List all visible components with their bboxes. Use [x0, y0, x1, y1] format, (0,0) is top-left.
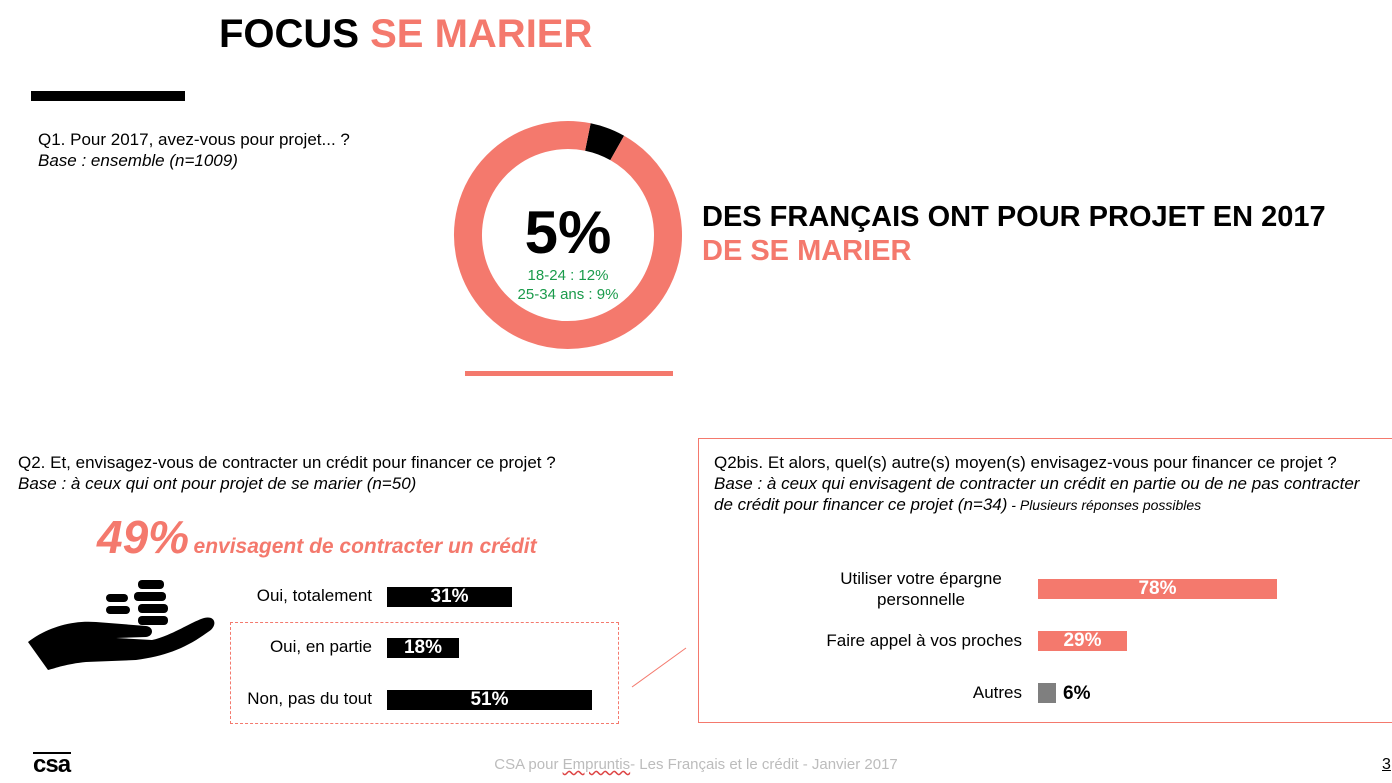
- q2-bar: 31%: [387, 587, 512, 607]
- q2bis-bar-label-line: personnelle: [877, 590, 965, 609]
- q2-question: Q2. Et, envisagez-vous de contracter un …: [18, 453, 556, 472]
- footer-prefix: CSA pour: [494, 756, 563, 773]
- q2bis-bar: [1038, 683, 1056, 703]
- q2-stat: 49% envisagent de contracter un crédit: [97, 510, 537, 564]
- hand-coins-icon: [28, 580, 215, 670]
- headline: DES FRANÇAIS ONT POUR PROJET EN 2017 DE …: [702, 200, 1326, 268]
- donut-value: 5%: [524, 199, 612, 266]
- q2bis-bar-label: Autres: [760, 682, 1022, 703]
- q2bis-bar-value: 29%: [1063, 630, 1102, 651]
- q2bis-base2: de crédit pour financer ce projet (n=34): [714, 495, 1008, 514]
- q2bis-bar-label-line: Utiliser votre épargne: [840, 569, 1002, 588]
- partial-answers-box: [230, 622, 619, 724]
- footer-text: CSA pour Empruntis- Les Français et le c…: [0, 756, 1392, 773]
- q2bis-bar: [1038, 631, 1127, 651]
- q2bis-bar-label: Utiliser votre épargne personnelle: [820, 568, 1022, 610]
- q2bis-note: - Plusieurs réponses possibles: [1007, 497, 1202, 513]
- q2bis-bar-label: Faire appel à vos proches: [760, 630, 1022, 651]
- csa-logo-text: csa: [33, 751, 71, 778]
- q2bis-bar-label-line: Faire appel à vos proches: [826, 631, 1022, 650]
- q2-bar-label: Oui, totalement: [256, 586, 372, 605]
- headline-line2: DE SE MARIER: [702, 235, 912, 267]
- q2bis-bar: [1038, 579, 1277, 599]
- q2bis-bar-label-line: Autres: [972, 683, 1022, 702]
- q2-base: Base : à ceux qui ont pour projet de se …: [18, 474, 417, 493]
- q2bis-base1: Base : à ceux qui envisagent de contract…: [714, 474, 1360, 493]
- q2-bar: 18%: [387, 638, 459, 658]
- donut-chart: [454, 121, 682, 376]
- q1-question: Q1. Pour 2017, avez-vous pour projet... …: [38, 130, 350, 149]
- page-number: 3: [1382, 756, 1391, 773]
- donut-slices: [454, 121, 682, 349]
- donut-sub1: 18-24 : 12%: [527, 267, 609, 284]
- q2-block: Q2. Et, envisagez-vous de contracter un …: [18, 452, 556, 494]
- headline-line1: DES FRANÇAIS ONT POUR PROJET EN 2017: [702, 201, 1326, 233]
- donut-center: 5% 18-24 : 12% 25-34 ans : 9%: [498, 200, 638, 304]
- donut-slice-non: [454, 121, 682, 349]
- csa-logo: csa: [33, 751, 71, 778]
- title-part1: FOCUS: [219, 12, 359, 56]
- footer-brand: Empruntis: [562, 756, 631, 773]
- title-part2: SE MARIER: [370, 12, 593, 56]
- title-underline: [31, 91, 185, 101]
- q2bis-bar-value: 78%: [1138, 578, 1177, 599]
- q2-stat-text: envisagent de contracter un crédit: [193, 535, 537, 558]
- donut-base-rule: [465, 371, 673, 376]
- q2-stat-value: 49%: [97, 511, 190, 563]
- q2bis-box: [698, 438, 1392, 723]
- q2-bar-label: Oui, en partie: [269, 637, 372, 656]
- donut-slice-oui: [584, 123, 625, 161]
- q1-base: Base : ensemble (n=1009): [38, 151, 238, 170]
- q1-block: Q1. Pour 2017, avez-vous pour projet... …: [38, 129, 350, 171]
- q2bis-bar-value: 6%: [1063, 683, 1091, 704]
- page-title: FOCUS SE MARIER: [219, 12, 592, 57]
- footer-suffix: - Les Français et le crédit - Janvier 20…: [630, 756, 898, 773]
- q2bis-question: Q2bis. Et alors, quel(s) autre(s) moyen(…: [714, 453, 1337, 472]
- donut-sub2: 25-34 ans : 9%: [517, 286, 619, 303]
- connector-line: [631, 647, 687, 688]
- q2bis-block: Q2bis. Et alors, quel(s) autre(s) moyen(…: [714, 452, 1359, 516]
- q2-bar-label: Non, pas du tout: [247, 689, 372, 708]
- q2-bar: 51%: [387, 690, 592, 710]
